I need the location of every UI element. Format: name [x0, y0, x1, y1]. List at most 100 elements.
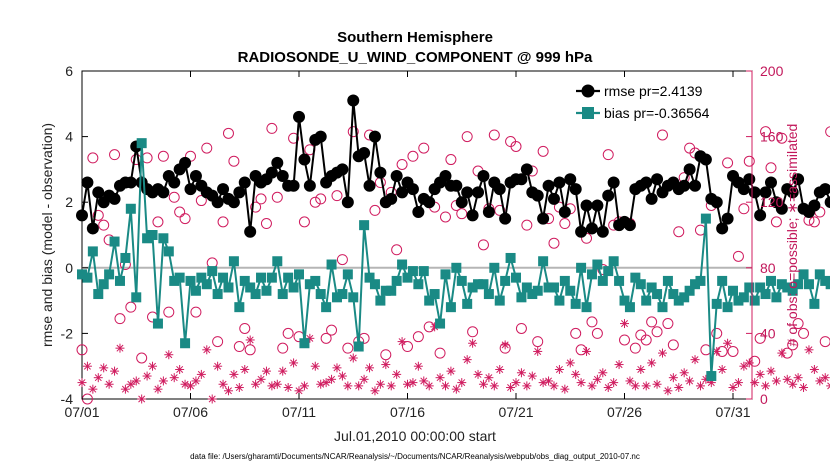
- rmse-point: [124, 176, 137, 189]
- x-tick-label: 07/21: [498, 404, 533, 420]
- assimilated-obs-point: [337, 371, 347, 381]
- assimilated-obs-point: [489, 381, 499, 391]
- bias-point: [321, 302, 332, 313]
- possible-obs-point: [776, 132, 788, 144]
- rmse-point: [184, 183, 197, 196]
- data-file-footnote: data file: /Users/gharamti/Documents/NCA…: [190, 452, 640, 461]
- assimilated-obs-point: [663, 386, 673, 396]
- bias-point: [98, 279, 109, 290]
- possible-obs-point: [271, 191, 283, 203]
- bias-point: [608, 256, 619, 267]
- rmse-point: [390, 169, 403, 182]
- bias-point: [765, 275, 776, 286]
- assimilated-obs-point: [657, 348, 667, 358]
- bias-point: [190, 285, 201, 296]
- assimilated-obs-point: [630, 381, 640, 391]
- bias-point: [662, 275, 673, 286]
- possible-obs-point: [288, 132, 300, 144]
- bias-point: [744, 282, 755, 293]
- bias-point: [581, 302, 592, 313]
- left-y-tick-label: 6: [65, 63, 73, 79]
- rmse-point: [558, 206, 571, 219]
- bias-point: [196, 272, 207, 283]
- right-y-tick-label: 200: [760, 63, 784, 79]
- assimilated-obs-point: [565, 358, 575, 368]
- assimilated-obs-point: [283, 383, 293, 393]
- bias-point: [814, 269, 825, 280]
- rmse-point: [764, 176, 777, 189]
- possible-obs-point: [347, 126, 359, 138]
- assimilated-obs-point: [717, 364, 727, 374]
- rmse-point: [596, 225, 609, 238]
- rmse-point: [374, 166, 387, 179]
- possible-obs-point: [402, 341, 414, 353]
- possible-obs-point: [521, 219, 533, 231]
- legend-box: [573, 78, 745, 126]
- assimilated-obs-point: [386, 381, 396, 391]
- possible-obs-point: [228, 155, 240, 167]
- bias-point: [147, 230, 158, 240]
- bias-point: [435, 318, 446, 329]
- assimilated-obs-point: [169, 373, 179, 383]
- assimilated-obs-point: [598, 368, 608, 378]
- possible-obs-point: [548, 237, 560, 249]
- bias-point: [755, 282, 766, 293]
- rmse-point: [81, 176, 94, 189]
- rmse-point: [499, 212, 512, 225]
- possible-obs-point: [461, 131, 473, 143]
- assimilated-obs-point: [424, 381, 434, 391]
- bias-point: [418, 266, 429, 277]
- assimilated-obs-point: [788, 379, 798, 389]
- possible-obs-point: [309, 196, 321, 208]
- possible-obs-point: [439, 211, 451, 223]
- left-y-tick-label: 2: [65, 194, 73, 210]
- bias-point: [245, 282, 256, 293]
- assimilated-obs-point: [516, 368, 526, 378]
- assimilated-obs-point: [240, 364, 250, 374]
- possible-obs-point: [315, 193, 327, 205]
- possible-obs-point: [125, 301, 137, 313]
- assimilated-obs-point: [202, 345, 212, 355]
- assimilated-obs-point: [126, 379, 136, 389]
- bias-point: [690, 279, 701, 290]
- assimilated-obs-point: [462, 355, 472, 365]
- possible-obs-point: [407, 150, 419, 162]
- rmse-point: [607, 176, 620, 189]
- legend-rmse-label: rmse pr=2.4139: [604, 83, 703, 99]
- chart-title: Southern Hemisphere: [337, 29, 493, 46]
- bias-point: [646, 282, 657, 293]
- rmse-point: [786, 186, 799, 199]
- bias-point: [304, 279, 315, 290]
- possible-obs-point: [760, 126, 772, 138]
- possible-obs-point: [244, 344, 256, 356]
- bias-point: [771, 292, 782, 303]
- bias-point: [294, 269, 305, 280]
- bias-point: [543, 282, 554, 293]
- possible-obs-point: [76, 344, 88, 356]
- bias-point: [624, 302, 635, 313]
- possible-obs-point: [591, 327, 603, 339]
- bias-point: [494, 295, 505, 306]
- assimilated-obs-point: [809, 364, 819, 374]
- bias-point: [554, 295, 565, 306]
- rmse-point: [564, 173, 577, 186]
- bias-point: [174, 272, 185, 283]
- y-axis-label-right: # of obs: o=possible; ∗=assimilated: [784, 124, 800, 347]
- rmse-point: [406, 183, 419, 196]
- assimilated-obs-point: [408, 378, 418, 388]
- possible-obs-point: [765, 162, 777, 174]
- bias-point: [359, 220, 370, 231]
- rmse-point: [271, 156, 284, 169]
- possible-obs-point: [825, 126, 830, 138]
- assimilated-obs-point: [175, 364, 185, 374]
- assimilated-obs-point: [636, 364, 646, 374]
- assimilated-obs-point: [365, 363, 375, 373]
- bias-point: [505, 252, 516, 263]
- possible-obs-point: [98, 219, 110, 231]
- rmse-point: [217, 183, 230, 196]
- assimilated-obs-point: [153, 384, 163, 394]
- bias-point: [407, 266, 418, 277]
- assimilated-obs-point: [191, 376, 201, 386]
- x-tick-label: 07/06: [173, 404, 208, 420]
- possible-obs-point: [787, 339, 799, 351]
